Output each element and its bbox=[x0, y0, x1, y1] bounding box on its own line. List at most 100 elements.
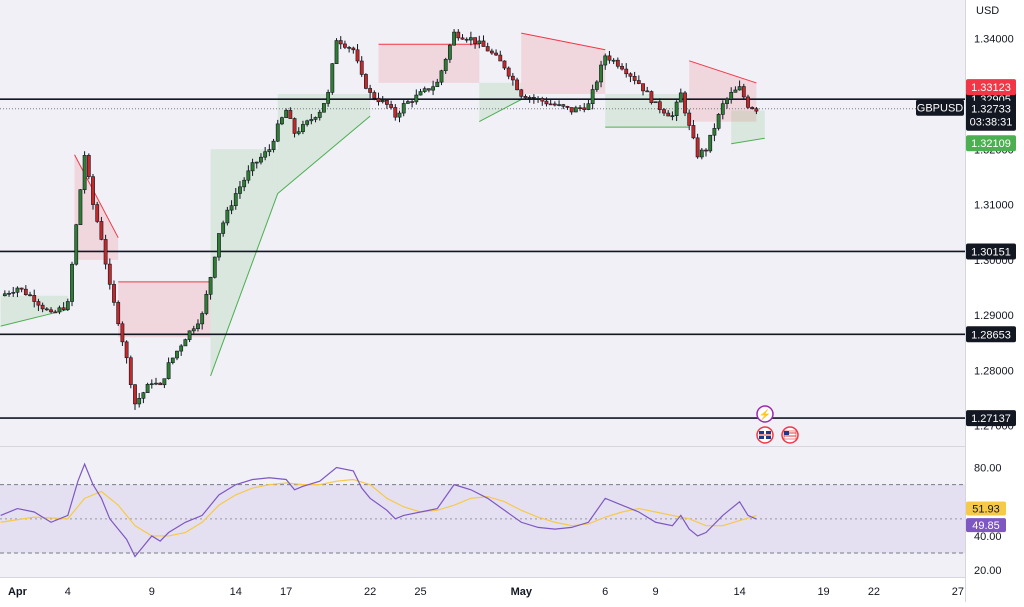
candle-up bbox=[330, 63, 335, 93]
candle-down bbox=[523, 96, 528, 99]
x-tick-label: 22 bbox=[868, 586, 880, 598]
supertrend-up-fill bbox=[605, 93, 690, 128]
supertrend-up-line bbox=[731, 137, 765, 145]
supertrend-up-line bbox=[479, 99, 522, 123]
candle-down bbox=[347, 47, 352, 49]
supertrend-down-line bbox=[689, 60, 757, 84]
candle-down bbox=[552, 103, 557, 106]
candle-up bbox=[271, 140, 276, 150]
candle-up bbox=[78, 189, 83, 226]
candle-down bbox=[385, 100, 389, 105]
rsi-value-tag-bg bbox=[966, 518, 1006, 533]
candle-down bbox=[636, 80, 641, 84]
candle-up bbox=[296, 131, 301, 134]
candles bbox=[2, 29, 759, 410]
supertrend-down-fill bbox=[689, 60, 757, 122]
candle-up bbox=[334, 40, 339, 64]
x-tick-label: 17 bbox=[280, 586, 292, 598]
candle-down bbox=[464, 38, 469, 41]
candle-up bbox=[468, 37, 473, 41]
candle-up bbox=[452, 31, 456, 46]
candle-up bbox=[603, 55, 608, 66]
candle-down bbox=[506, 67, 511, 77]
rsi-value-tag-label: 49.85 bbox=[972, 520, 1000, 532]
candle-up bbox=[301, 124, 305, 132]
candle-down bbox=[158, 382, 163, 386]
rsi-ma-tag-bg bbox=[966, 501, 1006, 516]
candle-up bbox=[447, 44, 452, 60]
candle-down bbox=[687, 112, 692, 126]
candle-down bbox=[95, 204, 100, 222]
candle-down bbox=[372, 92, 377, 99]
candle-up bbox=[414, 94, 419, 103]
candle-up bbox=[275, 123, 280, 142]
candle-up bbox=[401, 103, 406, 114]
x-tick-label: 22 bbox=[364, 586, 376, 598]
candle-down bbox=[481, 40, 486, 47]
candle-down bbox=[410, 101, 415, 103]
price-tag-bg bbox=[966, 135, 1016, 152]
candle-down bbox=[393, 107, 398, 118]
candle-up bbox=[154, 382, 158, 385]
candle-down bbox=[498, 54, 503, 62]
candle-up bbox=[737, 86, 742, 91]
rsi-pane bbox=[0, 447, 965, 577]
rsi-indicator bbox=[0, 462, 965, 558]
supertrend-up-line bbox=[277, 115, 371, 194]
candle-up bbox=[317, 111, 322, 118]
candle-up bbox=[729, 92, 734, 100]
x-tick-label: May bbox=[511, 586, 533, 598]
candle-up bbox=[57, 307, 62, 313]
candle-up bbox=[15, 287, 20, 293]
candle-down bbox=[695, 137, 700, 158]
candle-up bbox=[82, 155, 87, 190]
supertrend-up-fill bbox=[731, 110, 765, 144]
lightning-glyph: ⚡ bbox=[759, 408, 771, 421]
candle-up bbox=[284, 110, 289, 118]
candle-down bbox=[691, 125, 696, 139]
candle-down bbox=[32, 295, 37, 302]
candle-down bbox=[624, 68, 629, 75]
candle-up bbox=[699, 149, 704, 158]
candle-up bbox=[720, 103, 725, 115]
candle-down bbox=[641, 83, 645, 92]
candle-up bbox=[166, 362, 171, 379]
candle-down bbox=[116, 302, 121, 325]
candle-down bbox=[607, 55, 612, 61]
candle-down bbox=[649, 91, 654, 103]
candle-down bbox=[61, 307, 66, 310]
candle-up bbox=[267, 149, 272, 153]
candle-up bbox=[527, 97, 532, 99]
x-tick-label: 27 bbox=[952, 586, 964, 598]
candle-up bbox=[200, 313, 205, 325]
candle-down bbox=[754, 108, 759, 112]
candle-up bbox=[263, 151, 268, 158]
candle-up bbox=[145, 384, 150, 393]
candle-up bbox=[225, 209, 230, 224]
supertrend-down-fill bbox=[378, 44, 480, 83]
lightning-event-icon[interactable] bbox=[756, 405, 774, 423]
candle-down bbox=[368, 88, 373, 93]
candle-down bbox=[628, 73, 633, 77]
candle-up bbox=[586, 103, 591, 110]
supertrend-down-line bbox=[74, 154, 119, 238]
candle-up bbox=[431, 86, 435, 91]
candle-down bbox=[565, 105, 570, 108]
x-tick-label: 9 bbox=[149, 586, 155, 598]
candle-down bbox=[683, 92, 687, 114]
level-tag-bg bbox=[966, 243, 1016, 260]
candle-up bbox=[712, 128, 717, 136]
candle-down bbox=[53, 311, 58, 314]
y-tick-label: 1.29000 bbox=[974, 310, 1014, 322]
last-price-label: 1.32733 bbox=[971, 104, 1011, 116]
candle-down bbox=[750, 107, 755, 109]
candle-up bbox=[208, 277, 213, 295]
x-tick-label: 19 bbox=[817, 586, 829, 598]
candle-up bbox=[309, 119, 314, 122]
candle-up bbox=[326, 92, 331, 104]
candle-up bbox=[162, 378, 167, 386]
rsi-line bbox=[0, 462, 757, 558]
candle-down bbox=[531, 97, 536, 99]
